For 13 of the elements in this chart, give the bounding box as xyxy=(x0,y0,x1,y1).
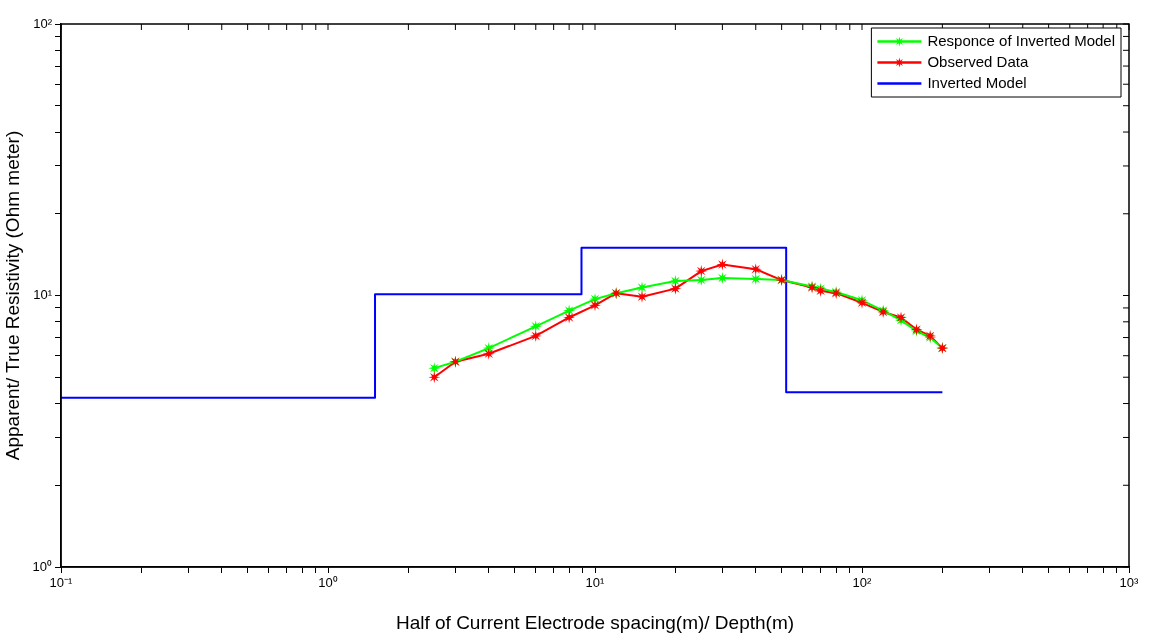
x-tick-label: 10⁰ xyxy=(318,575,338,591)
y-axis-title: Apparent/ True Resistivity (Ohm meter) xyxy=(1,130,23,461)
x-axis-title: Half of Current Electrode spacing(m)/ Depth(m) xyxy=(395,611,795,633)
x-tick-label: 10¹ xyxy=(585,575,606,591)
legend-label: Observed Data xyxy=(927,52,1029,70)
x-tick-label: 10² xyxy=(852,575,873,591)
y-tick-label: 10⁰ xyxy=(32,558,52,574)
x-tick-label: 10³ xyxy=(1119,575,1140,591)
y-tick-label: 10¹ xyxy=(33,287,53,303)
y-tick-label: 10² xyxy=(33,15,53,31)
legend-label: Inverted Model xyxy=(927,73,1027,91)
legend-label: Responce of Inverted Model xyxy=(927,31,1116,49)
x-tick-label: 10⁻¹ xyxy=(49,575,74,591)
